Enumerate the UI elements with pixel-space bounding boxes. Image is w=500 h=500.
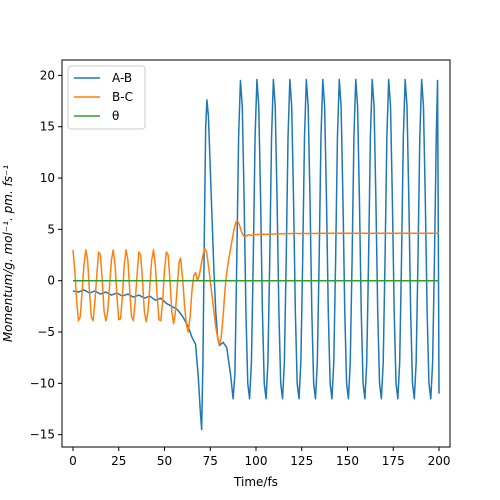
y-tick-label: 15 [40,120,55,134]
legend-label-2: θ [112,109,119,123]
y-axis-label: Momentum/g. mol⁻¹. pm. fs⁻¹ [1,165,15,343]
legend-box [67,65,146,130]
y-tick-label: 20 [40,68,55,82]
x-tick-label: 0 [69,454,77,468]
x-tick-label: 100 [245,454,268,468]
legend-label-1: B-C [112,90,133,104]
y-tick-label: 10 [40,171,55,185]
x-tick-label: 200 [428,454,451,468]
x-tick-label: 75 [203,454,218,468]
series-layer [72,78,440,431]
legend-label-0: A-B [112,71,132,85]
x-axis-label: Time/fs [233,475,278,489]
series-line-0 [72,78,440,431]
x-tick-label: 25 [111,454,126,468]
series-line-1 [72,220,440,346]
y-tick-label: −10 [30,376,55,390]
x-tick-label: 150 [336,454,359,468]
x-tick-label: 125 [290,454,313,468]
y-tick-label: 5 [47,222,55,236]
x-tick-label: 50 [157,454,172,468]
y-tick-label: −5 [37,325,55,339]
y-axis: −15 −10 −5 0 5 10 15 20 [30,68,62,442]
legend: A-B B-C θ [67,65,146,130]
x-axis: 0 25 50 75 100 125 150 175 200 [69,447,450,468]
x-tick-label: 175 [382,454,405,468]
y-tick-label: −15 [30,428,55,442]
y-tick-label: 0 [47,274,55,288]
